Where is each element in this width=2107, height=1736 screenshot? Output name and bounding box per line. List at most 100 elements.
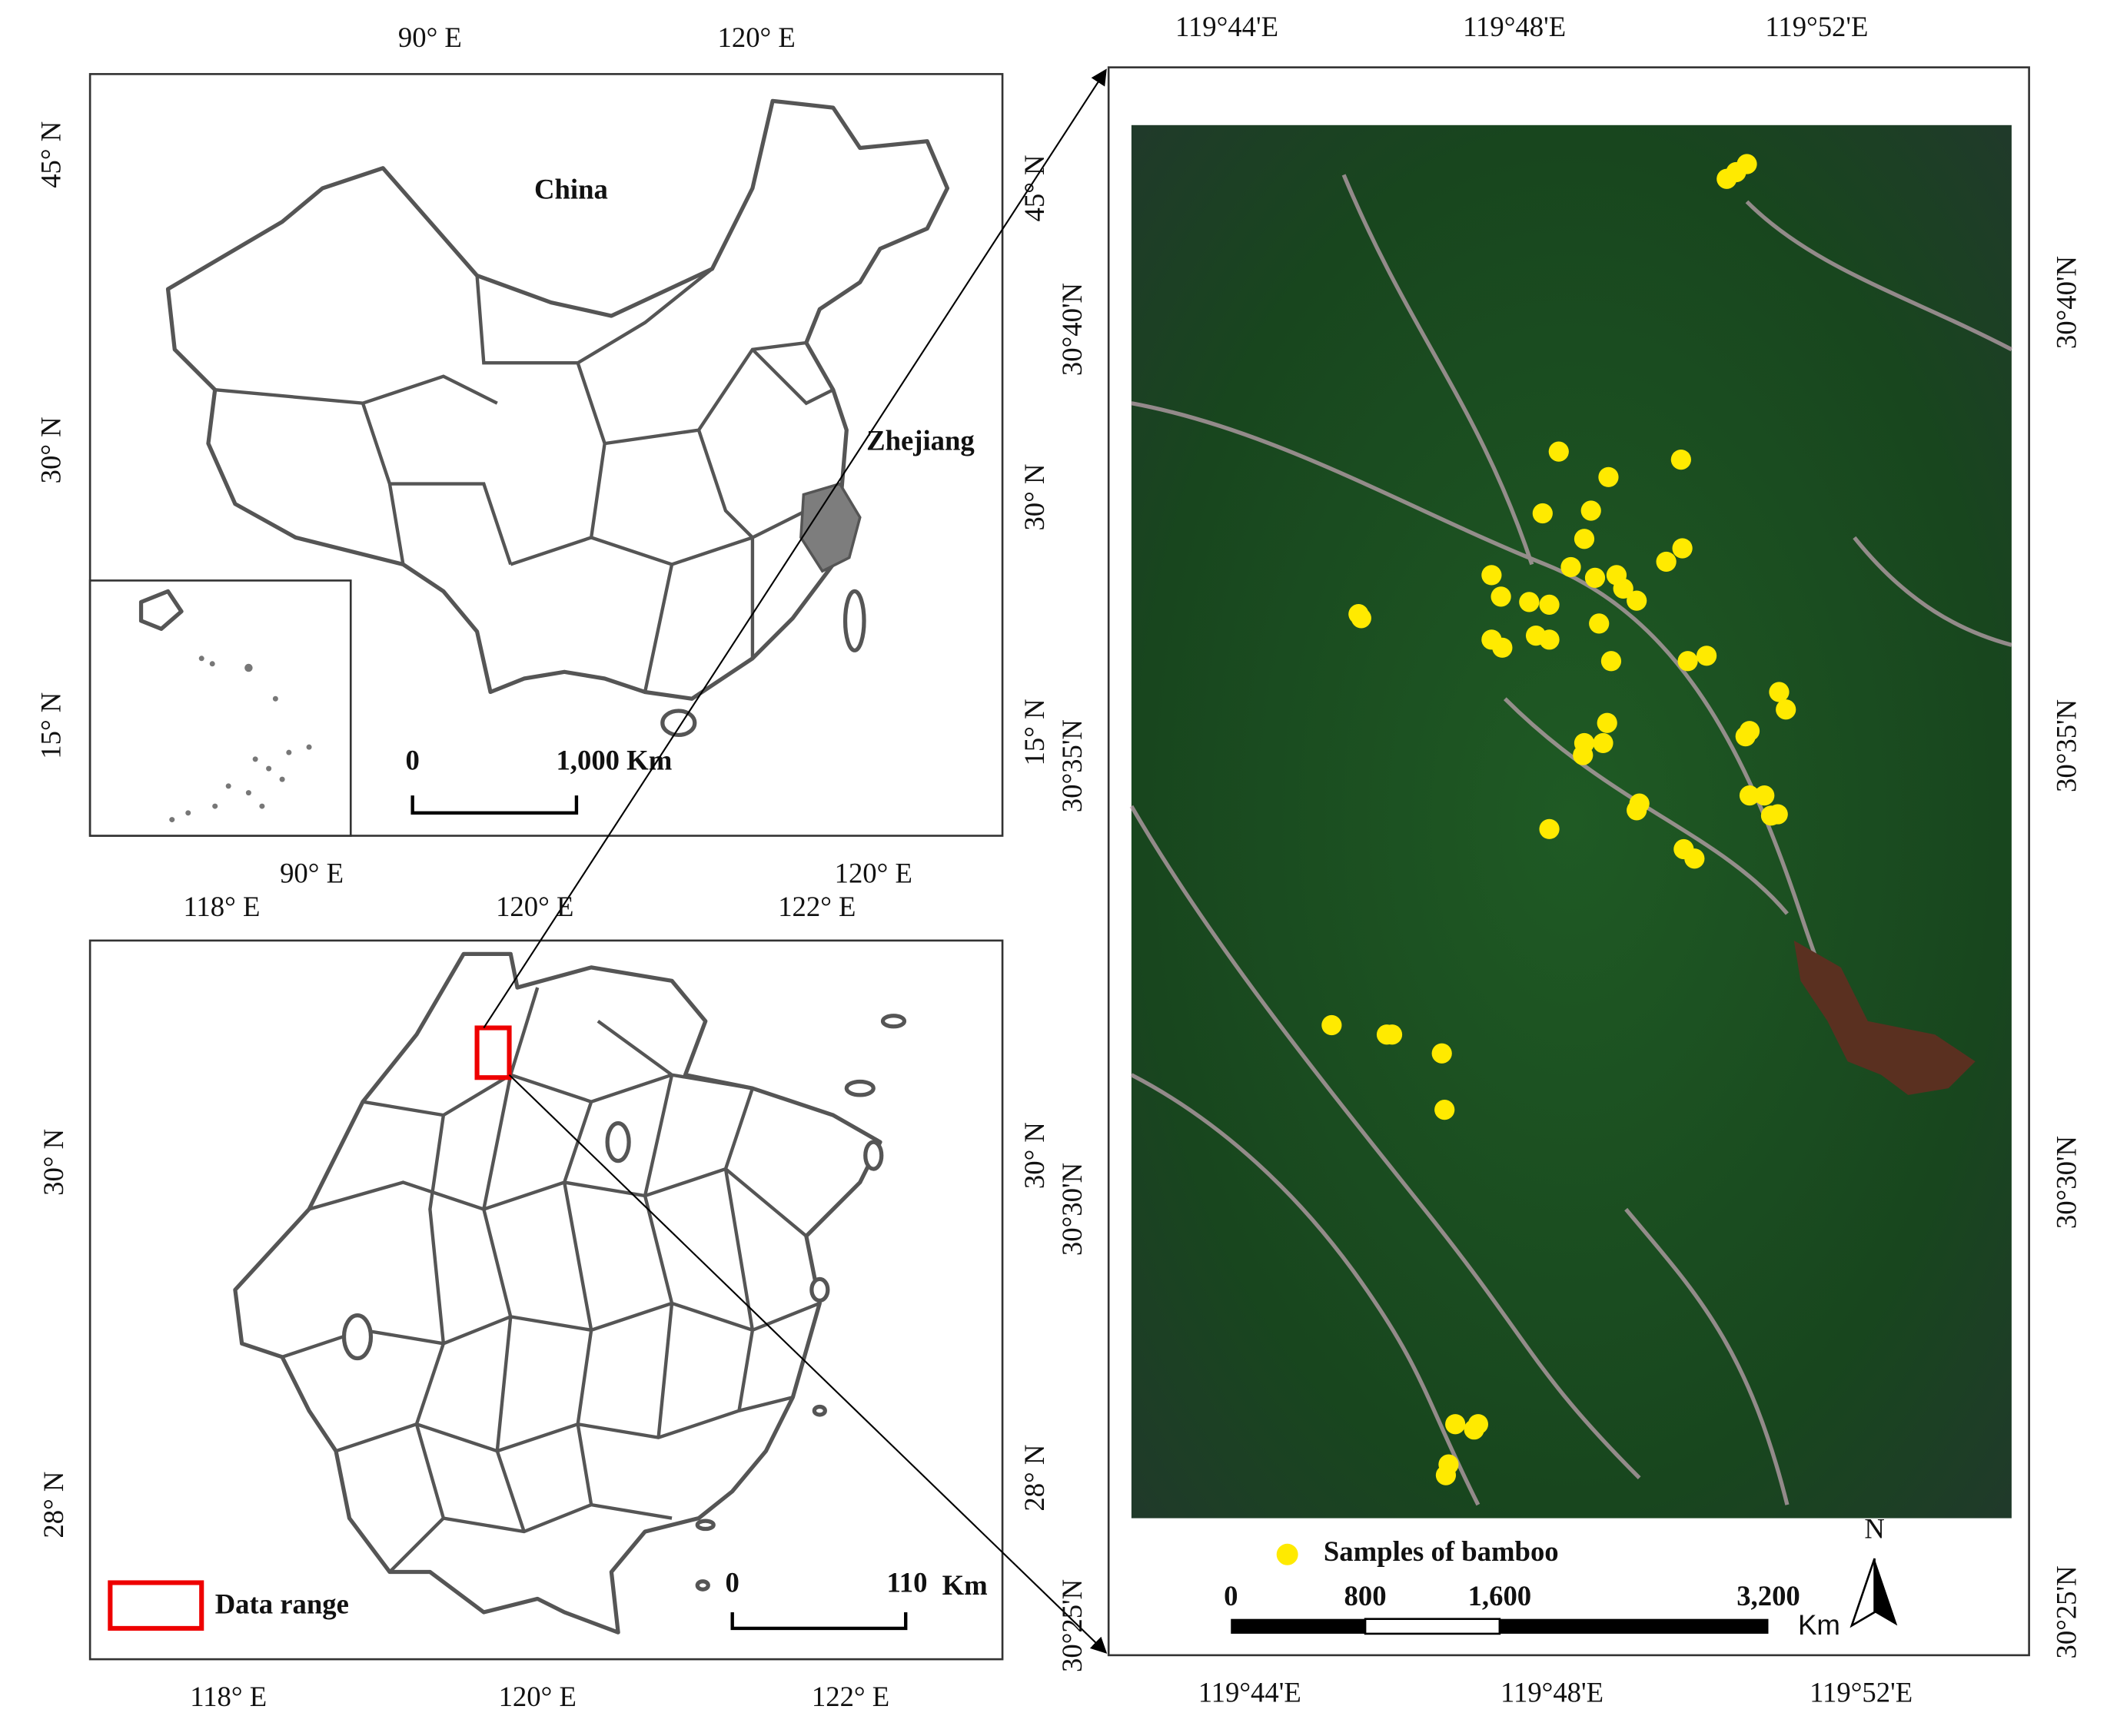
sample-point (1573, 745, 1594, 765)
coordinate-label: 122° E (812, 1681, 889, 1712)
coordinate-label: 90° E (280, 857, 344, 888)
coordinate-label: 30°25'N (2050, 1565, 2082, 1658)
region-label: Zhejiang (866, 425, 975, 456)
coordinate-label: 119°48'E (1500, 1677, 1604, 1708)
coordinate-label: 30°35'N (2050, 699, 2082, 792)
scale-label: 800 (1344, 1580, 1387, 1612)
legend-swatch (108, 1580, 204, 1631)
coordinate-label: 28° N (38, 1472, 69, 1539)
coordinate-label: 120° E (835, 857, 912, 888)
legend-swatch (1276, 1543, 1298, 1565)
coordinate-label: 30° N (1019, 1122, 1050, 1189)
hainan (660, 709, 697, 738)
coordinate-label: 119°52'E (1810, 1677, 1913, 1708)
sample-point (1739, 721, 1760, 742)
coordinate-label: 30°40'N (1056, 283, 1088, 376)
coordinate-label: 15° N (1019, 699, 1050, 765)
coordinate-label: 118° E (183, 891, 260, 922)
sample-point (1670, 449, 1691, 470)
scale-label: 0 (1224, 1580, 1238, 1612)
scale-bar (1231, 1618, 1366, 1634)
lake (605, 1121, 631, 1163)
map-title: China (534, 174, 608, 205)
scale-bar (1364, 1618, 1501, 1635)
coordinate-label: 30° N (1019, 464, 1050, 531)
coordinate-label: 119°44'E (1175, 11, 1278, 42)
sample-point (1519, 592, 1540, 612)
sample-point (1677, 651, 1698, 672)
legend-label: Data range (215, 1588, 349, 1619)
north-arrow (1849, 1558, 1876, 1628)
sample-point (1598, 466, 1619, 487)
coordinate-label: 30° N (38, 1129, 69, 1196)
sample-point (1492, 637, 1513, 658)
coordinate-label: 120° E (499, 1681, 577, 1712)
sample-point (1539, 818, 1560, 839)
sample-point (1434, 1100, 1455, 1120)
north-label: N (1864, 1512, 1885, 1544)
scale-bar (730, 1612, 908, 1631)
sample-point (1656, 551, 1677, 573)
scale-label: 3,200 (1736, 1580, 1800, 1612)
sample-point (1435, 1465, 1457, 1485)
sample-point (1754, 785, 1775, 806)
sample-point (1597, 712, 1617, 733)
coastal-islands (695, 1014, 907, 1592)
coordinate-label: 30°30'N (1056, 1163, 1088, 1256)
county-borders (281, 987, 821, 1574)
connector (483, 68, 1107, 1029)
inset-frame (88, 579, 352, 837)
sample-point (1431, 1043, 1452, 1064)
coordinate-label: 118° E (190, 1681, 267, 1712)
coordinate-label: 120° E (718, 22, 796, 53)
coordinate-label: 119°52'E (1765, 11, 1868, 42)
sample-point (1776, 699, 1796, 720)
sample-point (1467, 1414, 1489, 1435)
coordinate-label: 120° E (496, 891, 573, 922)
sample-point (1627, 590, 1647, 611)
satellite-image (1131, 124, 2012, 1519)
lake (341, 1313, 374, 1361)
sample-point (1769, 682, 1790, 702)
coordinate-label: 90° E (398, 22, 462, 53)
samples (1321, 154, 1796, 1485)
sample-point (1672, 538, 1693, 559)
coordinate-label: 45° N (1019, 154, 1050, 221)
sample-point (1548, 441, 1569, 462)
sample-point (1560, 556, 1581, 578)
sample-point (1739, 785, 1760, 806)
coordinate-label: 15° N (35, 692, 66, 759)
sample-point (1767, 804, 1788, 825)
scale-unit: Km (942, 1569, 988, 1601)
scale-label: 1,000 Km (556, 745, 672, 776)
zhejiang-highlight (799, 482, 862, 573)
scale-bar (1499, 1618, 1769, 1634)
scale-label: 1,600 (1468, 1580, 1532, 1612)
legend-label: Samples of bamboo (1324, 1535, 1559, 1567)
sample-point (1381, 1024, 1403, 1045)
coordinate-label: 119°48'E (1463, 11, 1566, 42)
scale-label: 0 (726, 1566, 739, 1598)
sample-point (1491, 586, 1511, 607)
sample-point (1445, 1414, 1466, 1435)
scale-label: 110 (886, 1566, 927, 1598)
sample-point (1321, 1014, 1342, 1036)
taiwan (842, 589, 866, 652)
connector (508, 1074, 1108, 1654)
sample-point (1593, 732, 1613, 754)
sample-point (1481, 565, 1502, 586)
coordinate-label: 119°44'E (1198, 1677, 1301, 1708)
sample-point (1580, 500, 1601, 521)
coordinate-label: 28° N (1019, 1445, 1050, 1512)
sample-point (1589, 613, 1610, 634)
coordinate-label: 30°40'N (2050, 256, 2082, 349)
sample-point (1539, 594, 1560, 615)
sample-point (1532, 503, 1553, 524)
sample-point (1539, 629, 1560, 650)
scale-unit: Km (1798, 1609, 1840, 1641)
sample-point (1584, 567, 1606, 589)
scale-label: 0 (405, 745, 419, 776)
data-range-box (474, 1025, 512, 1080)
sample-point (1574, 529, 1595, 549)
